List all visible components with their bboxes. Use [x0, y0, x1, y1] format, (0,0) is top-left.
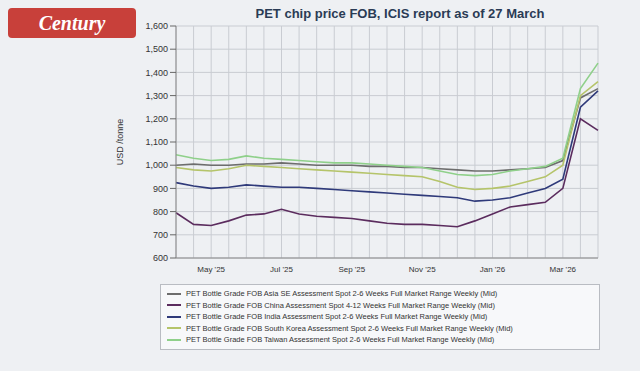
html-text:PET chip price FOB, ICIS repor: PET chip price FOB, ICIS report as of 27… [255, 6, 545, 21]
svg-text:Jul '25: Jul '25 [270, 265, 293, 274]
svg-text:1,300: 1,300 [145, 91, 168, 101]
svg-text:600: 600 [153, 253, 168, 263]
html-text:PET Bottle Grade FOB India Ass: PET Bottle Grade FOB India Assessment Sp… [186, 312, 488, 322]
svg-text:Jan '26: Jan '26 [480, 265, 506, 274]
svg-text:700: 700 [153, 230, 168, 240]
svg-text:1,000: 1,000 [145, 160, 168, 170]
html-text:PET Bottle Grade FOB South Kor: PET Bottle Grade FOB South Korea Assessm… [186, 323, 513, 333]
svg-text:800: 800 [153, 207, 168, 217]
svg-text:1,600: 1,600 [145, 21, 168, 31]
svg-text:900: 900 [153, 184, 168, 194]
svg-text:1,500: 1,500 [145, 44, 168, 54]
svg-text:1,200: 1,200 [145, 114, 168, 124]
html-text:PET Bottle Grade FOB Asia SE A: PET Bottle Grade FOB Asia SE Assessment … [186, 289, 498, 299]
svg-text:Nov '25: Nov '25 [409, 265, 436, 274]
svg-text:1,400: 1,400 [145, 68, 168, 78]
svg-text:1,100: 1,100 [145, 137, 168, 147]
html-text:PET Bottle Grade FOB China Ass: PET Bottle Grade FOB China Assessment Sp… [186, 300, 495, 310]
svg-text:Mar '26: Mar '26 [550, 265, 577, 274]
html-text:PET Bottle Grade FOB Taiwan As: PET Bottle Grade FOB Taiwan Assessment S… [186, 335, 495, 345]
svg-text:Sep '25: Sep '25 [338, 265, 365, 274]
svg-text:USD /tonne: USD /tonne [115, 119, 125, 166]
svg-text:May '25: May '25 [197, 265, 225, 274]
html-text:Century: Century [38, 12, 106, 34]
